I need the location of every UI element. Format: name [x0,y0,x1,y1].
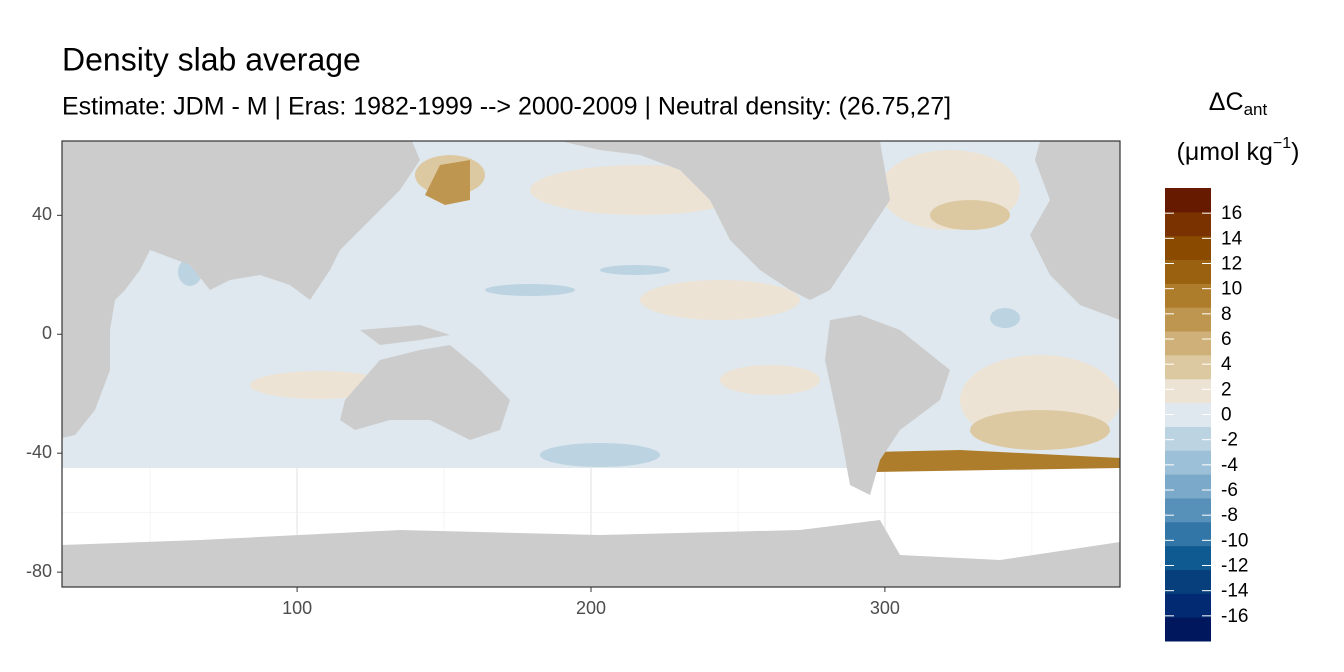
colorbar-label: -4 [1221,455,1238,476]
colorbar-bin [1165,378,1211,404]
patches-blue [178,258,1020,467]
legend-title-main: ΔC [1209,88,1244,116]
colorbar-bin [1165,450,1211,475]
legend-unit: (μmol kg−1) [1177,135,1300,165]
colorbar-label: -12 [1221,556,1248,577]
colorbar-label: -6 [1221,480,1238,501]
colorbar-bin [1165,211,1211,237]
y-tick-label: -40 [26,442,52,462]
patch [990,308,1020,328]
colorbar-bin [1165,235,1211,261]
colorbar-label: 2 [1221,379,1232,400]
colorbar-bin [1165,545,1211,570]
x-tick-label: 100 [282,598,312,618]
land-mass [560,141,890,300]
colorbar-bin [1165,307,1211,332]
colorbar-label: -14 [1221,581,1249,602]
colorbar-bin [1165,354,1211,380]
colorbar-label: 4 [1221,354,1232,375]
colorbar-label: -8 [1221,505,1238,526]
colorbar-label: 6 [1221,329,1232,350]
legend-unit-sup: −1 [1273,135,1291,152]
patch-brown [875,450,1120,472]
land [62,141,1120,495]
colorbar-bin [1165,283,1211,308]
chart-title: Density slab average [62,41,361,77]
y-tick-label: -80 [26,561,52,581]
colorbar-bin [1165,474,1211,499]
axes: 100 200 300 -80 -40 0 40 [26,204,900,618]
colorbar-bin [1165,521,1211,547]
land-mass [1030,141,1120,320]
colorbar-bin [1165,617,1211,642]
chart-subtitle: Estimate: JDM - M | Eras: 1982-1999 --> … [62,93,951,121]
x-tick-label: 200 [576,598,606,618]
legend-unit-end: ) [1291,138,1299,166]
patch [930,200,1010,230]
patch [540,443,660,467]
colorbar-label: 16 [1221,203,1242,224]
land-mass [825,315,950,495]
colorbar-label: 12 [1221,254,1242,275]
legend-title: ΔCant [1209,88,1268,120]
patch [640,280,800,320]
legend: -16 -14 -12 -10 -8 -6 -4 -2 0 2 4 6 8 10 12 14 16 [1165,188,1249,642]
map [62,141,1120,587]
x-tick-label: 300 [870,598,900,618]
antarctica [62,520,1120,587]
y-tick-label: 40 [32,204,52,224]
legend-unit-main: (μmol kg [1177,138,1273,166]
patch [485,284,575,296]
colorbar-bin [1165,426,1211,451]
colorbar-label: -2 [1221,430,1238,451]
colorbar-bin [1165,188,1211,213]
colorbar-label: -10 [1221,530,1248,551]
legend-title-sub: ant [1244,100,1268,119]
colorbar-label: 14 [1221,228,1243,249]
colorbar-bin [1165,593,1211,618]
land-mass [62,141,420,438]
colorbar-label: 10 [1221,279,1242,300]
patch [720,365,820,395]
colorbar-bin [1165,497,1211,523]
land-mass [340,345,510,440]
y-tick-label: 0 [42,323,52,343]
patch [970,410,1110,450]
colorbar-bin [1165,569,1211,594]
colorbar-label: 8 [1221,304,1232,325]
patch [600,265,670,275]
colorbar-label: 0 [1221,405,1232,426]
land-mass [360,325,450,345]
patch-brown [425,160,470,205]
colorbar-bin [1165,331,1211,356]
colorbar-label: -16 [1221,606,1248,627]
